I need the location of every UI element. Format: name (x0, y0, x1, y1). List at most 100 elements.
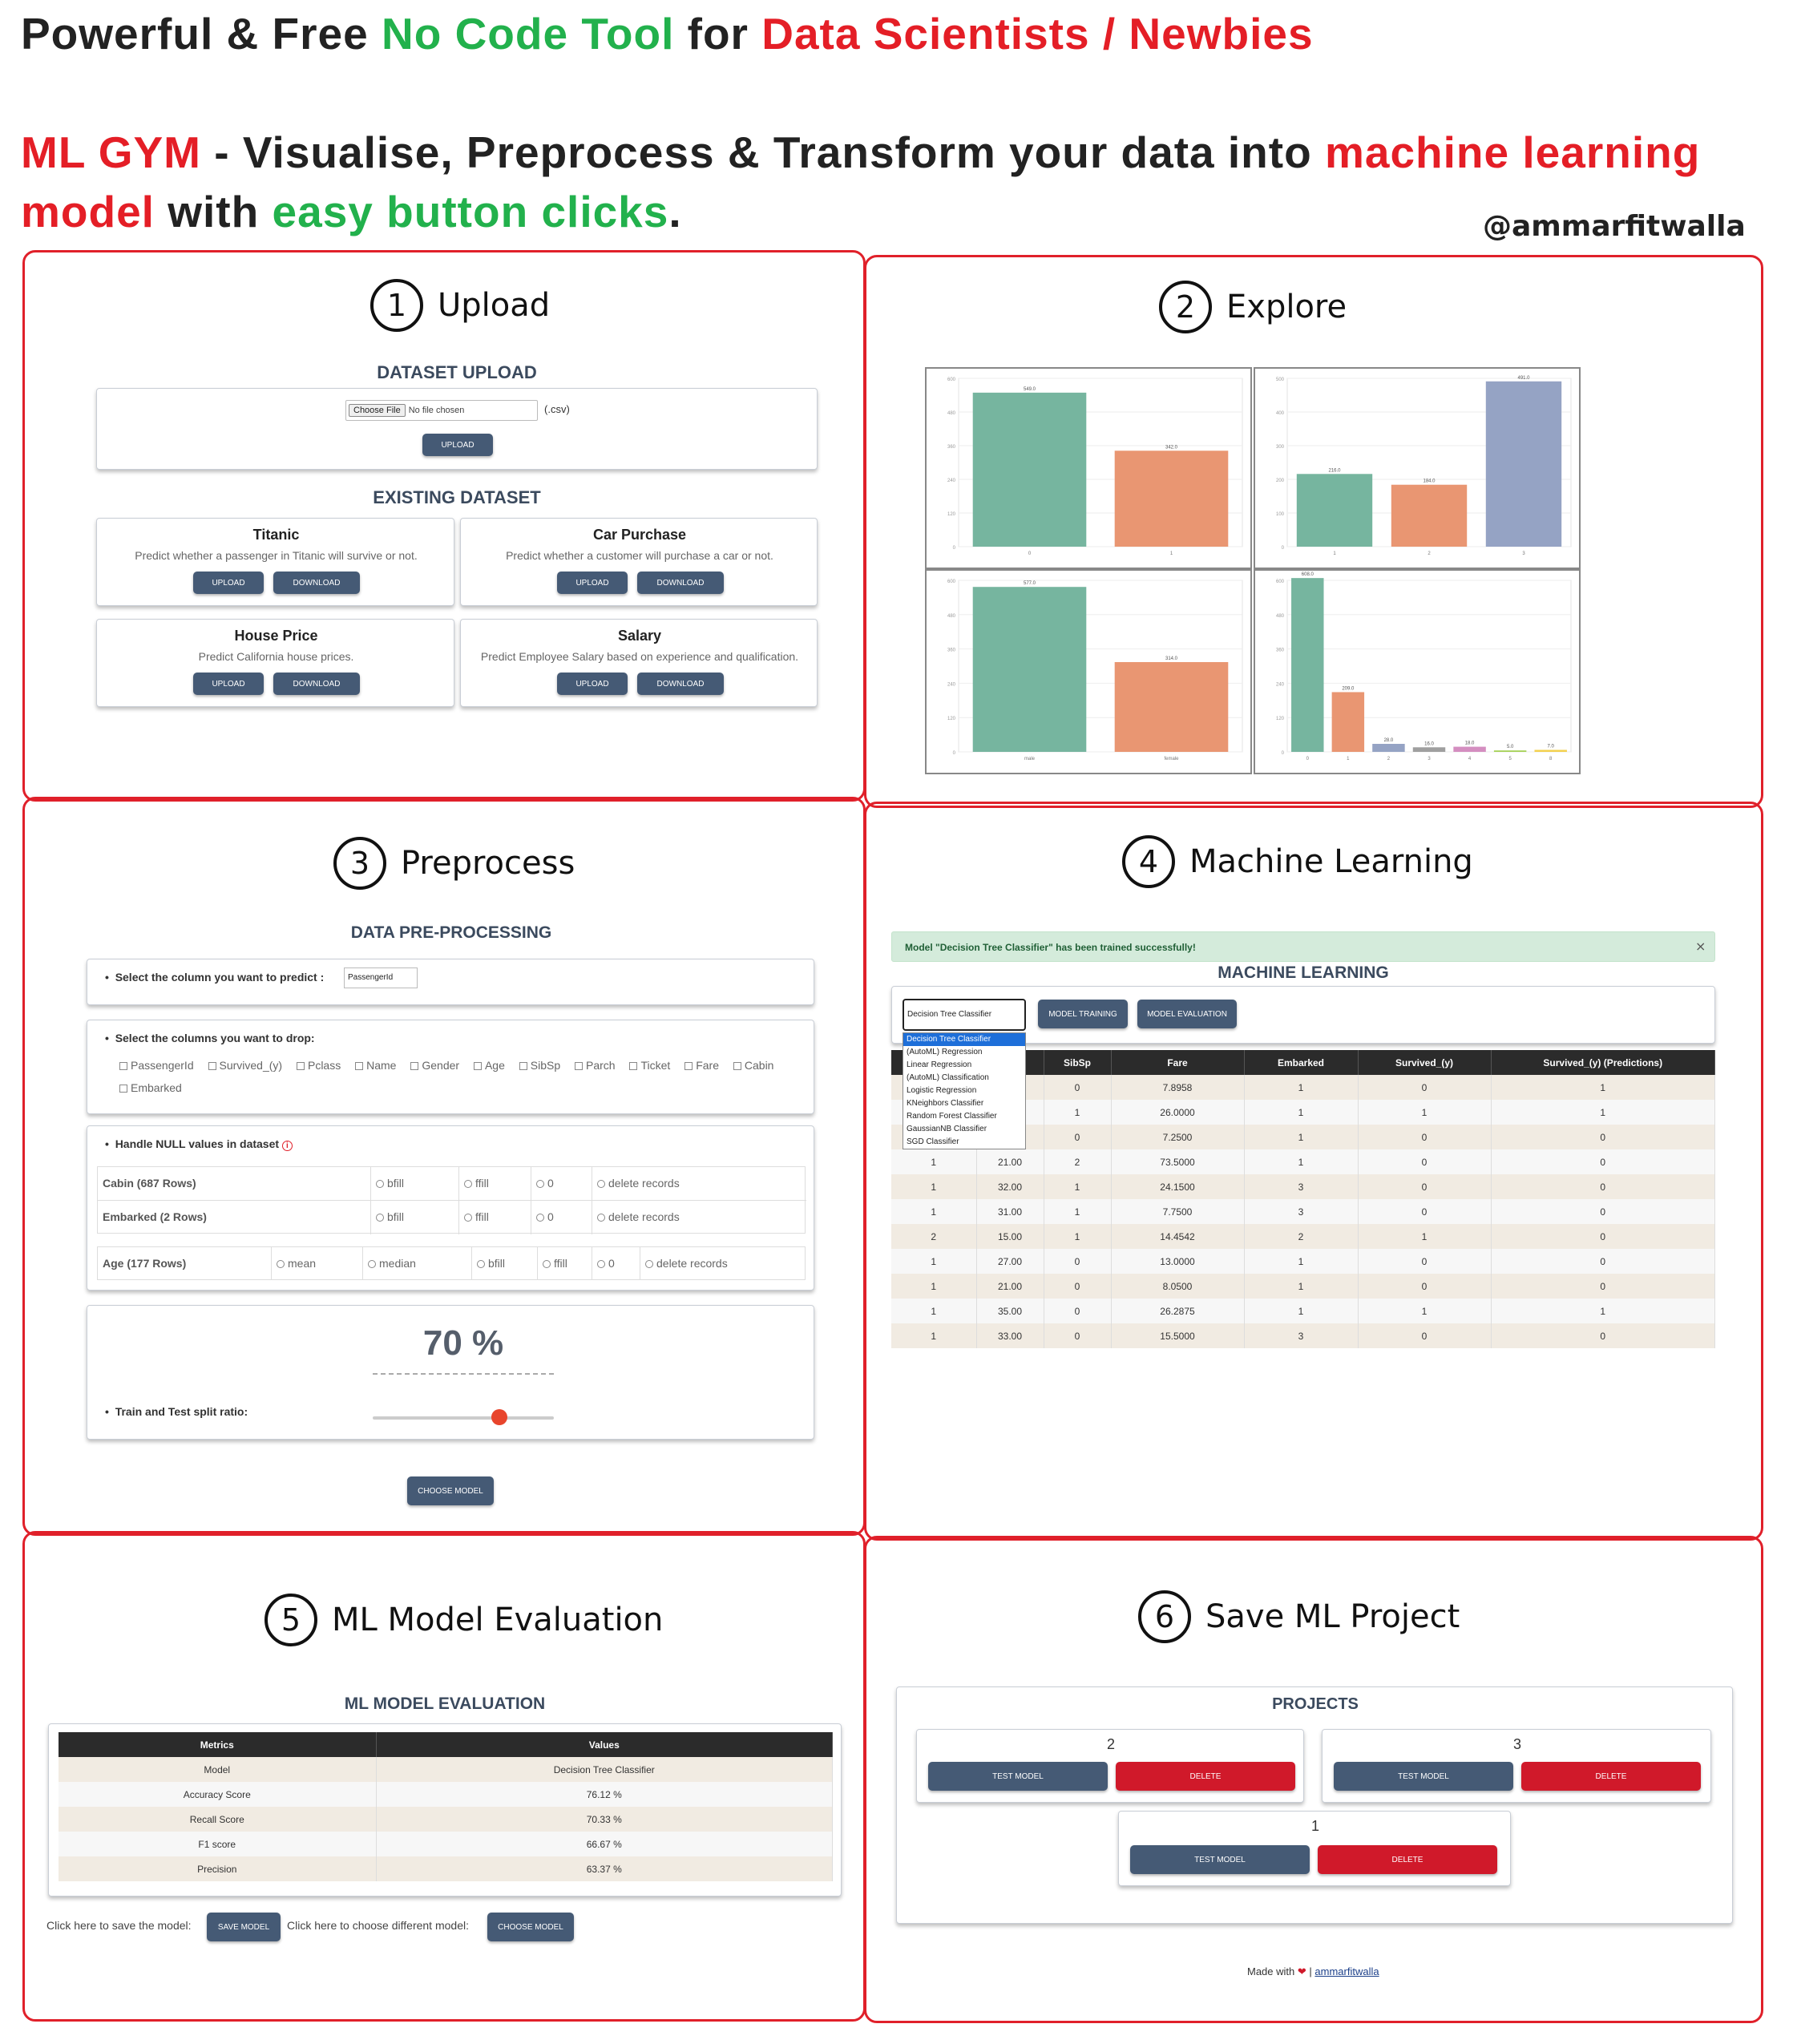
x-tick-label: 4 (1468, 757, 1472, 761)
dataset-description: Predict whether a passenger in Titanic w… (135, 549, 418, 562)
drop-checkbox[interactable]: Age (473, 1059, 505, 1072)
headline-line3: model with easy button clicks. (21, 186, 682, 237)
null-option-radio[interactable]: ffill (537, 1247, 572, 1279)
null-row-column: Embarked (2 Rows) (103, 1210, 207, 1223)
file-input[interactable]: Choose File No file chosen (345, 400, 538, 421)
project-name: 1 (1310, 1818, 1319, 1834)
drop-checkbox[interactable]: Ticket (629, 1059, 670, 1072)
dataset-download-button[interactable]: DOWNLOAD (273, 673, 360, 695)
close-icon[interactable]: × (1695, 939, 1706, 954)
table-row: 1 21.00 0 8.0500 1 0 0 (891, 1274, 1715, 1299)
delete-project-button[interactable]: DELETE (1116, 1762, 1295, 1791)
table-cell: 24.1500 (1111, 1174, 1245, 1199)
choose-file-button[interactable]: Choose File (349, 404, 406, 417)
dropdown-option[interactable]: Decision Tree Classifier (903, 1033, 1025, 1046)
dataset-download-button[interactable]: DOWNLOAD (637, 572, 724, 594)
predict-column-card: • Select the column you want to predict … (87, 959, 814, 1005)
y-tick-label: 240 (1276, 682, 1285, 687)
model-training-button[interactable]: MODEL TRAINING (1038, 1000, 1128, 1028)
dropdown-option[interactable]: Logistic Regression (907, 1086, 977, 1095)
data-label: 549.0 (1024, 387, 1036, 392)
predict-column-select[interactable]: PassengerId (344, 967, 418, 988)
null-option-radio[interactable]: mean (271, 1247, 321, 1279)
split-ratio-slider[interactable] (373, 1409, 554, 1425)
dropdown-option[interactable]: Linear Regression (907, 1060, 972, 1069)
dropdown-option[interactable]: (AutoML) Regression (907, 1048, 983, 1056)
split-label-text: Train and Test split ratio: (115, 1405, 248, 1418)
dropdown-option[interactable]: KNeighbors Classifier (907, 1099, 984, 1108)
slider-handle[interactable] (491, 1409, 508, 1425)
delete-project-button[interactable]: DELETE (1521, 1762, 1701, 1791)
null-option-radio[interactable]: ffill (458, 1201, 494, 1234)
info-icon[interactable]: i (281, 1141, 293, 1151)
y-tick-label: 0 (1282, 546, 1285, 551)
null-option-radio[interactable]: delete records (640, 1247, 733, 1279)
dataset-upload-button[interactable]: UPLOAD (193, 572, 264, 594)
null-option-radio[interactable]: median (362, 1247, 421, 1279)
table-cell: 1 (1244, 1125, 1359, 1149)
author-link[interactable]: ammarfitwalla (1314, 1965, 1379, 1977)
x-tick-label: 1 (1170, 551, 1173, 556)
table-cell: 1 (1491, 1100, 1715, 1125)
dataset-upload-button[interactable]: UPLOAD (193, 673, 264, 695)
drop-checkbox[interactable]: Gender (410, 1059, 459, 1072)
y-tick-label: 0 (953, 546, 956, 551)
drop-checkbox[interactable]: Fare (684, 1059, 719, 1072)
dataset-download-button[interactable]: DOWNLOAD (637, 673, 724, 695)
dropdown-option[interactable]: SGD Classifier (907, 1137, 959, 1146)
upload-button[interactable]: UPLOAD (422, 434, 493, 456)
drop-checkbox[interactable]: Embarked (119, 1081, 182, 1094)
table-cell: Accuracy Score (59, 1782, 377, 1807)
drop-checkbox[interactable]: Name (355, 1059, 396, 1072)
null-option-radio[interactable]: bfill (471, 1247, 510, 1279)
drop-columns-label: • Select the columns you want to drop: (105, 1032, 315, 1044)
dropdown-option[interactable]: Random Forest Classifier (907, 1112, 997, 1121)
choose-model-button[interactable]: CHOOSE MODEL (407, 1476, 494, 1505)
upload-card: Choose File No file chosen (.csv) UPLOAD (96, 388, 818, 470)
table-cell: Model (59, 1757, 377, 1782)
y-tick-label: 200 (1276, 479, 1285, 483)
null-option-radio[interactable]: ffill (458, 1167, 494, 1201)
test-model-button[interactable]: TEST MODEL (1334, 1762, 1513, 1791)
model-select[interactable]: Decision Tree Classifier (903, 999, 1026, 1031)
project-card: 2 TEST MODEL DELETE (916, 1729, 1304, 1803)
dataset-card-titanic: Titanic Predict whether a passenger in T… (96, 518, 454, 606)
drop-checkbox[interactable]: Cabin (733, 1059, 773, 1072)
table-row: 1 31.00 1 7.7500 3 0 0 (891, 1199, 1715, 1224)
save-model-button[interactable]: SAVE MODEL (207, 1913, 281, 1941)
drop-checkbox[interactable]: Parch (575, 1059, 616, 1072)
step-number: 4 (1122, 835, 1175, 888)
predictions-table-wrap: SibSp Fare Embarked Survived_(y) Survive… (891, 1050, 1715, 1356)
null-option-radio[interactable]: 0 (531, 1201, 559, 1234)
drop-checkbox[interactable]: Pclass (296, 1059, 341, 1072)
test-model-button[interactable]: TEST MODEL (1130, 1845, 1310, 1874)
dataset-upload-button[interactable]: UPLOAD (557, 673, 628, 695)
y-tick-label: 500 (1276, 378, 1285, 382)
drop-checkbox[interactable]: PassengerId (119, 1059, 194, 1072)
data-label: 209.0 (1342, 686, 1355, 691)
null-option-radio[interactable]: bfill (370, 1201, 409, 1234)
test-model-button[interactable]: TEST MODEL (928, 1762, 1108, 1791)
dataset-upload-button[interactable]: UPLOAD (557, 572, 628, 594)
null-option-radio[interactable]: delete records (592, 1201, 684, 1234)
null-option-radio[interactable]: delete records (592, 1167, 684, 1201)
null-option-radio[interactable]: 0 (531, 1167, 559, 1201)
drop-columns-list: PassengerId Survived_(y) Pclass Name Gen… (119, 1054, 793, 1099)
null-option-radio[interactable]: bfill (370, 1167, 409, 1201)
table-cell: 0 (1358, 1274, 1492, 1299)
table-row: Precision 63.37 % (59, 1856, 833, 1881)
dropdown-option[interactable]: GaussianNB Classifier (907, 1125, 987, 1133)
panel-title-eval: 5 ML Model Evaluation (265, 1594, 663, 1646)
dataset-card-salary: Salary Predict Employee Salary based on … (460, 619, 818, 707)
table-cell: 0 (1358, 1149, 1492, 1174)
drop-checkbox[interactable]: SibSp (519, 1059, 560, 1072)
delete-project-button[interactable]: DELETE (1318, 1845, 1497, 1874)
project-card: 3 TEST MODEL DELETE (1322, 1729, 1711, 1803)
null-option-radio[interactable]: 0 (592, 1247, 620, 1279)
drop-checkbox[interactable]: Survived_(y) (208, 1059, 282, 1072)
choose-different-model-button[interactable]: CHOOSE MODEL (487, 1913, 574, 1941)
dropdown-option[interactable]: (AutoML) Classification (907, 1073, 989, 1082)
table-header: Survived_(y) (Predictions) (1491, 1050, 1715, 1075)
model-evaluation-button[interactable]: MODEL EVALUATION (1137, 1000, 1237, 1028)
dataset-download-button[interactable]: DOWNLOAD (273, 572, 360, 594)
